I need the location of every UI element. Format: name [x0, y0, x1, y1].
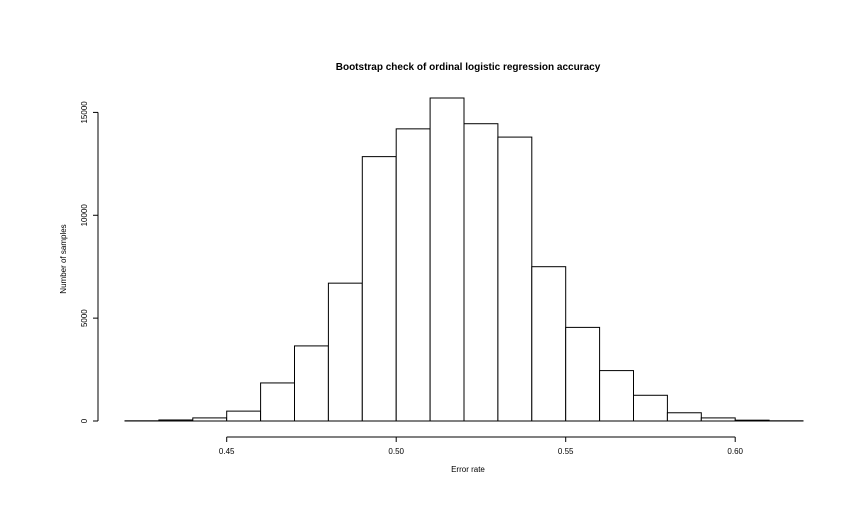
histogram-bar — [260, 382, 296, 422]
histogram-bar — [599, 370, 634, 422]
histogram-bar — [666, 412, 702, 422]
histogram-bar — [565, 326, 601, 422]
y-axis: 0 5000 10000 15000 — [80, 101, 99, 423]
histogram-bar — [192, 417, 228, 422]
x-axis: 0.45 0.50 0.55 0.60 — [219, 436, 744, 456]
x-axis-label: Error rate — [451, 465, 485, 474]
y-tick-label: 10000 — [80, 204, 89, 227]
histogram-bar — [463, 123, 499, 422]
histogram-bar — [158, 419, 194, 422]
histogram-bar — [531, 266, 567, 422]
y-axis-label: Number of samples — [59, 224, 68, 293]
x-tick-label: 0.60 — [727, 447, 743, 456]
histogram-bar — [734, 419, 770, 422]
histogram-bar — [294, 345, 329, 422]
histogram-bar — [226, 410, 262, 422]
histogram-bar — [361, 156, 397, 422]
histogram-bars — [124, 97, 804, 422]
histogram-bar — [497, 136, 533, 422]
histogram-bar — [633, 394, 668, 422]
y-tick-label: 0 — [80, 418, 89, 423]
chart-title: Bootstrap check of ordinal logistic regr… — [336, 62, 601, 73]
y-tick-label: 5000 — [80, 309, 89, 327]
x-tick-label: 0.45 — [219, 447, 235, 456]
x-tick-label: 0.50 — [388, 447, 404, 456]
histogram-bar — [327, 282, 363, 422]
histogram-bar — [429, 97, 465, 422]
y-tick-label: 15000 — [80, 101, 89, 124]
histogram-bar — [395, 128, 431, 422]
x-tick-label: 0.55 — [558, 447, 574, 456]
histogram-bar — [700, 417, 736, 422]
